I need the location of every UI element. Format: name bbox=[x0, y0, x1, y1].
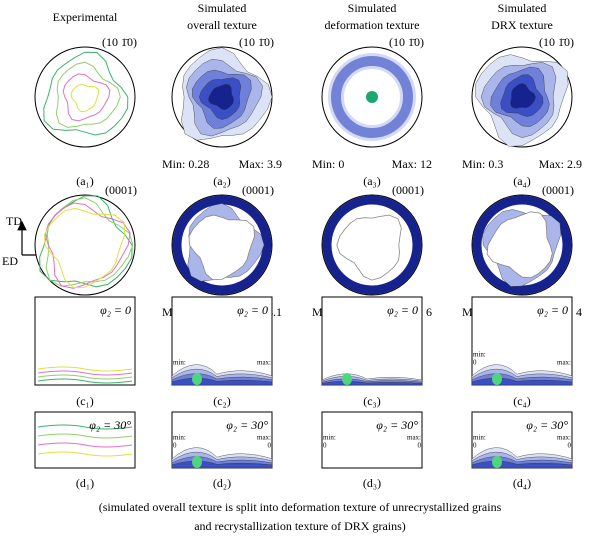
phi-label: φ₂ = 30° bbox=[226, 418, 268, 432]
contour bbox=[208, 83, 234, 110]
column-header: Simulated bbox=[348, 1, 397, 15]
phi-label: φ₂ = 30° bbox=[526, 418, 568, 432]
odf-box bbox=[321, 296, 423, 386]
contour bbox=[366, 91, 378, 103]
contour bbox=[44, 207, 126, 289]
phi-label: φ₂ = 30° bbox=[376, 418, 418, 432]
contour bbox=[192, 373, 202, 385]
contour bbox=[45, 197, 134, 287]
plane-label: (10 1̄0) bbox=[389, 35, 424, 49]
panel-label: (d₄) bbox=[513, 476, 531, 490]
min-label: min: bbox=[173, 359, 186, 367]
contour bbox=[342, 373, 352, 385]
contour bbox=[62, 73, 111, 122]
panel-label: (d₁) bbox=[76, 476, 94, 490]
plane-label: (10 1̄0) bbox=[239, 35, 274, 49]
pole-figure-outline bbox=[34, 46, 136, 148]
contour bbox=[37, 366, 133, 372]
contour bbox=[510, 83, 536, 109]
min-label: Min: 0 bbox=[312, 157, 344, 171]
min-label: 0 bbox=[323, 442, 327, 450]
max-label: 0 bbox=[268, 442, 272, 450]
contour bbox=[486, 211, 553, 279]
panel-label: (a₃) bbox=[363, 174, 381, 188]
phi-label: φ₂ = 30° bbox=[89, 418, 131, 432]
panel-label: (d₂) bbox=[213, 476, 231, 490]
odf-box bbox=[321, 411, 423, 469]
panel-label: (c₂) bbox=[213, 394, 231, 408]
panel-label: (c₃) bbox=[363, 394, 381, 408]
phi-label: φ₂ = 0 bbox=[537, 303, 568, 317]
contour bbox=[37, 451, 133, 457]
column-header: Simulated bbox=[198, 1, 247, 15]
min-label: min: bbox=[173, 434, 186, 442]
max-label: max: bbox=[557, 434, 571, 442]
panel-label: (c₁) bbox=[76, 394, 94, 408]
contour bbox=[322, 195, 422, 295]
caption-line: (simulated overall texture is split into… bbox=[99, 500, 502, 514]
max-label: Max: 2.9 bbox=[539, 157, 582, 171]
phi-label: φ₂ = 0 bbox=[100, 303, 131, 317]
contour bbox=[192, 456, 202, 468]
contour bbox=[44, 202, 131, 289]
column-header: overall texture bbox=[187, 18, 257, 32]
column-header: deformation texture bbox=[325, 18, 420, 32]
min-label: min: bbox=[473, 434, 486, 442]
panel-label: (a₁) bbox=[76, 174, 94, 188]
phi-label: φ₂ = 0 bbox=[387, 303, 418, 317]
contour bbox=[43, 51, 129, 136]
panel-label: (c₄) bbox=[513, 394, 531, 408]
max-label: Max: 12 bbox=[392, 157, 432, 171]
panel-label: (d₃) bbox=[363, 476, 381, 490]
td-label: TD bbox=[6, 214, 22, 228]
max-label: max: bbox=[257, 359, 271, 367]
contour bbox=[37, 374, 133, 380]
contour bbox=[492, 456, 502, 468]
contour bbox=[70, 83, 100, 113]
min-label: min: bbox=[323, 434, 336, 442]
plane-label: (0001) bbox=[542, 183, 574, 197]
ed-label: ED bbox=[2, 254, 18, 268]
min-label: 0 bbox=[473, 442, 477, 450]
contour bbox=[37, 424, 133, 430]
phi-label: φ₂ = 0 bbox=[237, 303, 268, 317]
contour bbox=[37, 442, 133, 448]
panel-label: (a₄) bbox=[513, 174, 531, 188]
min-label: min: bbox=[473, 351, 486, 359]
min-label: Min: 0.3 bbox=[462, 157, 503, 171]
contour bbox=[492, 373, 502, 385]
plane-label: (10 1̄0) bbox=[539, 35, 574, 49]
max-label: Max: 3.9 bbox=[239, 157, 282, 171]
min-label: Min: 0.28 bbox=[162, 157, 209, 171]
contour bbox=[37, 433, 133, 439]
odf-box bbox=[34, 411, 136, 469]
min-label: 0 bbox=[173, 442, 177, 450]
plane-label: (0001) bbox=[242, 183, 274, 197]
contour bbox=[55, 61, 121, 128]
contour bbox=[336, 214, 402, 281]
column-header: Simulated bbox=[498, 1, 547, 15]
max-label: max: bbox=[257, 434, 271, 442]
column-header: Experimental bbox=[53, 10, 118, 24]
plane-label: (10 1̄0) bbox=[102, 35, 137, 49]
max-label: 0 bbox=[418, 442, 422, 450]
contour bbox=[172, 195, 272, 295]
contour bbox=[472, 195, 572, 295]
caption-line: and recrystallization texture of DRX gra… bbox=[194, 519, 406, 533]
max-label: 0 bbox=[568, 442, 572, 450]
pole-figure-outline bbox=[34, 194, 136, 296]
contour bbox=[37, 370, 133, 376]
panel-label: (a₂) bbox=[213, 174, 231, 188]
max-label: max: bbox=[407, 434, 421, 442]
contour bbox=[39, 195, 133, 288]
contour bbox=[328, 53, 416, 141]
min-label: 0 bbox=[473, 359, 477, 367]
plane-label: (0001) bbox=[105, 183, 137, 197]
plane-label: (0001) bbox=[392, 183, 424, 197]
contour bbox=[188, 214, 256, 281]
contour bbox=[37, 378, 133, 384]
column-header: DRX texture bbox=[491, 18, 553, 32]
max-label: max: bbox=[557, 359, 571, 367]
